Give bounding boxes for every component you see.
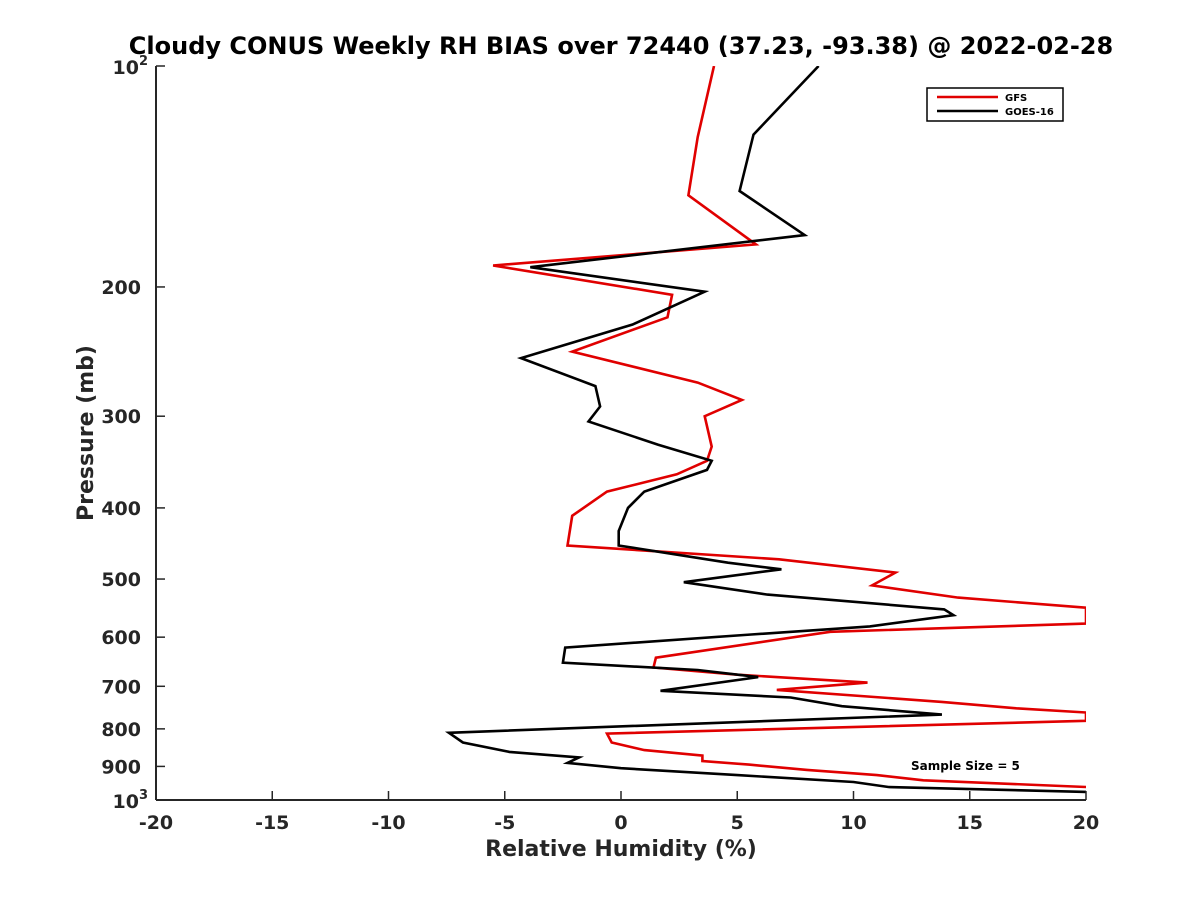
x-axis-label: Relative Humidity (%): [485, 837, 757, 862]
y-tick-label: 800: [101, 719, 141, 741]
x-tick-label: 5: [731, 812, 744, 834]
legend-box: [926, 87, 1064, 122]
y-tick-label: 700: [101, 676, 141, 698]
y-tick-label: 200: [101, 277, 141, 299]
x-tick-label: 20: [1073, 812, 1099, 834]
y-ticks: 102 200 300 400 500 600 700 800 900 103: [101, 54, 165, 813]
x-tick-label: 10: [840, 812, 866, 834]
series-line-goes16: [444, 66, 1086, 794]
y-tick-label: 900: [101, 756, 141, 778]
series-layer: [444, 66, 1086, 794]
x-tick-label: -5: [494, 812, 515, 834]
series-line-gfs: [492, 66, 1086, 789]
x-tick-label: 15: [957, 812, 983, 834]
x-ticks: -20 -15 -10 -5 0 5 10 15 20: [139, 791, 1099, 834]
sample-size-annotation: Sample Size = 5: [911, 759, 1020, 773]
chart-title: Cloudy CONUS Weekly RH BIAS over 72440 (…: [129, 32, 1113, 60]
legend: GFS GOES-16: [926, 87, 1064, 122]
y-tick-label: 600: [101, 627, 141, 649]
y-tick-label: 103: [113, 788, 149, 813]
y-tick-label: 102: [113, 54, 149, 79]
legend-label-gfs: GFS: [1005, 93, 1027, 104]
x-tick-label: -15: [255, 812, 289, 834]
y-axis-label: Pressure (mb): [74, 345, 99, 521]
y-tick-label: 400: [101, 498, 141, 520]
x-tick-label: 0: [614, 812, 627, 834]
y-tick-label: 500: [101, 569, 141, 591]
legend-label-goes16: GOES-16: [1005, 107, 1054, 118]
y-tick-label: 300: [101, 406, 141, 428]
x-tick-label: -20: [139, 812, 173, 834]
x-tick-label: -10: [371, 812, 405, 834]
